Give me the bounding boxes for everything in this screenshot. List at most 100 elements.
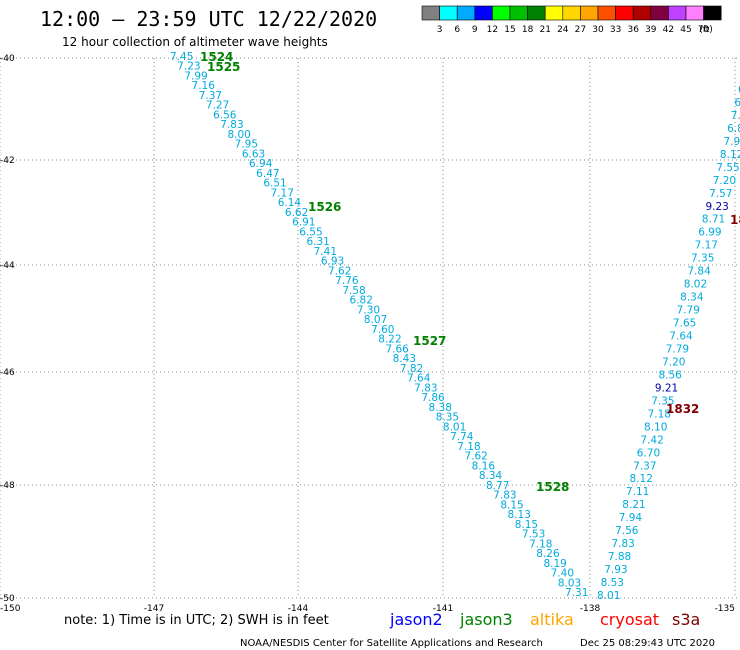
- wave-height-value: 7.64: [407, 373, 431, 385]
- wave-height-value: 8.19: [543, 558, 566, 570]
- legend-swatch: [685, 5, 704, 21]
- wave-height-value: 8.02: [684, 279, 707, 291]
- wave-height-value: 7.93: [604, 564, 627, 576]
- wave-height-value: 8.03: [558, 577, 581, 589]
- wave-height-value: 7.76: [335, 275, 359, 287]
- longitude-label: -141: [433, 604, 453, 614]
- longitude-label: -150: [0, 604, 21, 614]
- wave-height-value: 7.3: [731, 110, 740, 122]
- legend-swatch: [492, 5, 511, 21]
- legend-label: 12: [487, 25, 498, 35]
- wave-height-value: 7.99: [184, 70, 207, 82]
- legend-label: 6: [454, 25, 460, 35]
- timestamp-text: Dec 25 08:29:43 UTC 2020: [580, 638, 715, 649]
- wave-height-value: 7.86: [421, 392, 445, 404]
- wave-height-value: 7.74: [450, 431, 474, 443]
- wave-height-value: 7.62: [328, 265, 351, 277]
- satellite-legend-item: jason2: [389, 610, 443, 629]
- legend-swatch: [439, 5, 458, 21]
- legend-label: 39: [645, 25, 657, 35]
- latitude-label: -42: [0, 156, 15, 166]
- legend-swatch: [632, 5, 652, 21]
- legend-label: 24: [557, 25, 569, 35]
- wave-height-value: 7.64: [669, 331, 693, 343]
- wave-height-value: 6.: [738, 84, 740, 96]
- wave-height-value: 6.91: [292, 217, 315, 229]
- legend-label: 3: [437, 25, 443, 35]
- wave-height-value: 8.34: [680, 292, 704, 304]
- wave-height-value: 8.15: [500, 499, 523, 511]
- wave-height-value: 7.31: [565, 587, 588, 599]
- longitude-label: -135: [715, 604, 735, 614]
- wave-height-value: 6.87: [727, 123, 740, 135]
- wave-height-value: 7.90: [724, 136, 740, 148]
- wave-height-value: 7.60: [371, 324, 394, 336]
- wave-height-value: 6.51: [263, 178, 286, 190]
- wave-height-value: 7.57: [709, 188, 732, 200]
- wave-height-value: 8.71: [702, 214, 725, 226]
- wave-height-value: 7.94: [619, 512, 643, 524]
- latitude-label: -48: [0, 481, 15, 491]
- legend-label: 70: [698, 25, 710, 35]
- wave-height-value: 8.43: [393, 353, 416, 365]
- wave-height-value: 8.01: [597, 590, 620, 602]
- satellite-track-right: 8.018.537.937.887.837.567.948.217.118.12…: [597, 84, 740, 602]
- wave-height-value: 6.82: [350, 295, 373, 307]
- pass-time-label: 1832: [666, 402, 699, 416]
- wave-height-value: 7.18: [529, 538, 552, 550]
- wave-height-value: 7.53: [522, 529, 545, 541]
- wave-height-value: 6.63: [242, 148, 265, 160]
- satellite-legend-item: s3a: [672, 610, 700, 629]
- wave-height-value: 8.15: [515, 519, 538, 531]
- legend-label: 42: [663, 25, 674, 35]
- pass-time-label: 1527: [413, 334, 446, 348]
- wave-height-value: 9.23: [705, 201, 728, 213]
- wave-height-value: 8.16: [472, 460, 496, 472]
- wave-height-value: 6.47: [256, 168, 279, 180]
- wave-height-value: 7.82: [400, 363, 423, 375]
- legend-label: 36: [627, 25, 639, 35]
- wave-height-value: 8.12: [720, 149, 740, 161]
- wave-height-value: 7.18: [457, 441, 480, 453]
- wave-height-value: 7.79: [666, 343, 689, 355]
- legend-label: 45: [680, 25, 691, 35]
- latitude-label: -40: [0, 54, 15, 64]
- wave-height-value: 8.07: [364, 314, 387, 326]
- wave-height-value: 7.37: [633, 460, 656, 472]
- wave-height-value: 7.83: [414, 382, 437, 394]
- wave-height-value: 6.55: [299, 226, 322, 238]
- legend-swatch: [580, 5, 599, 21]
- legend-swatch: [703, 5, 722, 21]
- legend-swatch: [562, 5, 581, 21]
- wave-height-value: 9.21: [655, 382, 678, 394]
- wave-height-value: 7.88: [608, 551, 631, 563]
- wave-height-value: 7.30: [357, 304, 380, 316]
- wave-height-color-legend: 3 6 9 12 15 18 21 24 27 30 33 36 39 42 45 70(ft): [421, 5, 722, 35]
- wave-height-value: 8.22: [378, 334, 401, 346]
- wave-height-value: 6.31: [306, 236, 329, 248]
- wave-height-value: 8.01: [443, 421, 466, 433]
- wave-height-value: 7.45: [170, 51, 193, 63]
- pass-time-label: 1528: [536, 480, 569, 494]
- legend-label: 33: [610, 25, 621, 35]
- legend-unit: (ft): [699, 25, 713, 35]
- legend-swatch: [615, 5, 634, 21]
- longitude-label: -144: [288, 604, 309, 614]
- wave-height-value: 7.16: [192, 80, 216, 92]
- wave-height-value: 7.18: [648, 408, 671, 420]
- units-note: note: 1) Time is in UTC; 2) SWH is in fe…: [64, 613, 329, 628]
- wave-height-value: 8.00: [227, 129, 250, 141]
- wave-height-value: 8.13: [508, 509, 531, 521]
- satellite-legend-item: jason3: [459, 610, 513, 629]
- wave-height-value: 6.: [734, 97, 740, 109]
- wave-height-value: 7.23: [177, 61, 200, 73]
- wave-height-value: 6.62: [285, 207, 308, 219]
- lat-lon-grid: -40 -42 -44 -46 -48 -50-150 -147 -144 -141 -138 -1…: [0, 54, 740, 614]
- wave-height-value: 8.77: [486, 480, 509, 492]
- wave-height-value: 8.38: [429, 402, 452, 414]
- pass-time-label: 1525: [207, 60, 240, 74]
- legend-swatch: [597, 5, 616, 21]
- wave-height-value: 7.35: [651, 395, 674, 407]
- legend-swatch: [456, 5, 476, 21]
